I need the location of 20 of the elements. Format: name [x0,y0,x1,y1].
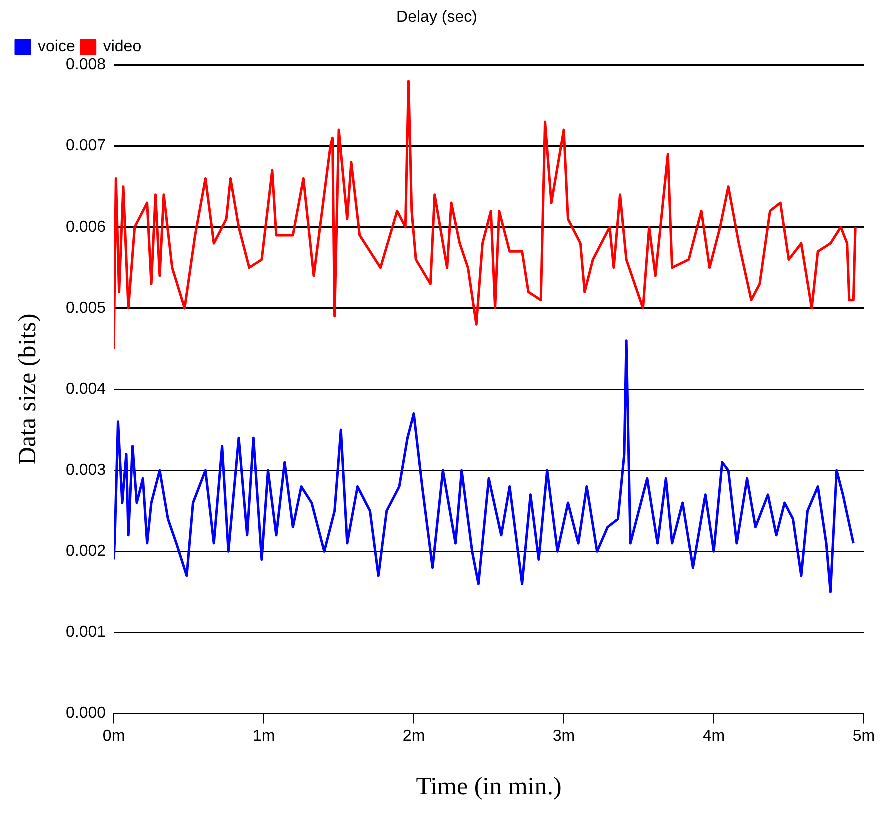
y-tick-label: 0.004 [66,380,106,398]
y-tick-label: 0.002 [66,543,106,560]
chart-title: Delay (sec) [396,9,478,26]
x-tick-label: 5m [852,728,876,745]
y-tick-label: 0.008 [66,56,106,74]
x-tick-label: 4m [702,728,726,745]
legend-label: voice [38,38,76,56]
y-tick-label: 0.006 [66,218,106,236]
y-tick-label: 0.003 [66,462,106,479]
x-tick-label: 1m [252,728,276,745]
y-axis-title: Data size (bits) [14,314,42,466]
y-tick-label: 0.007 [66,138,106,155]
y-tick-label: 0.000 [66,705,106,722]
y-tick-label: 0.005 [66,300,106,317]
legend-label: video [103,38,142,56]
y-tick-label: 0.001 [66,624,106,642]
x-tick-label: 0m [102,728,126,745]
x-tick-label: 3m [552,728,576,745]
x-axis-title: Time (in min.) [416,774,562,801]
x-tick-label: 2m [402,728,426,745]
